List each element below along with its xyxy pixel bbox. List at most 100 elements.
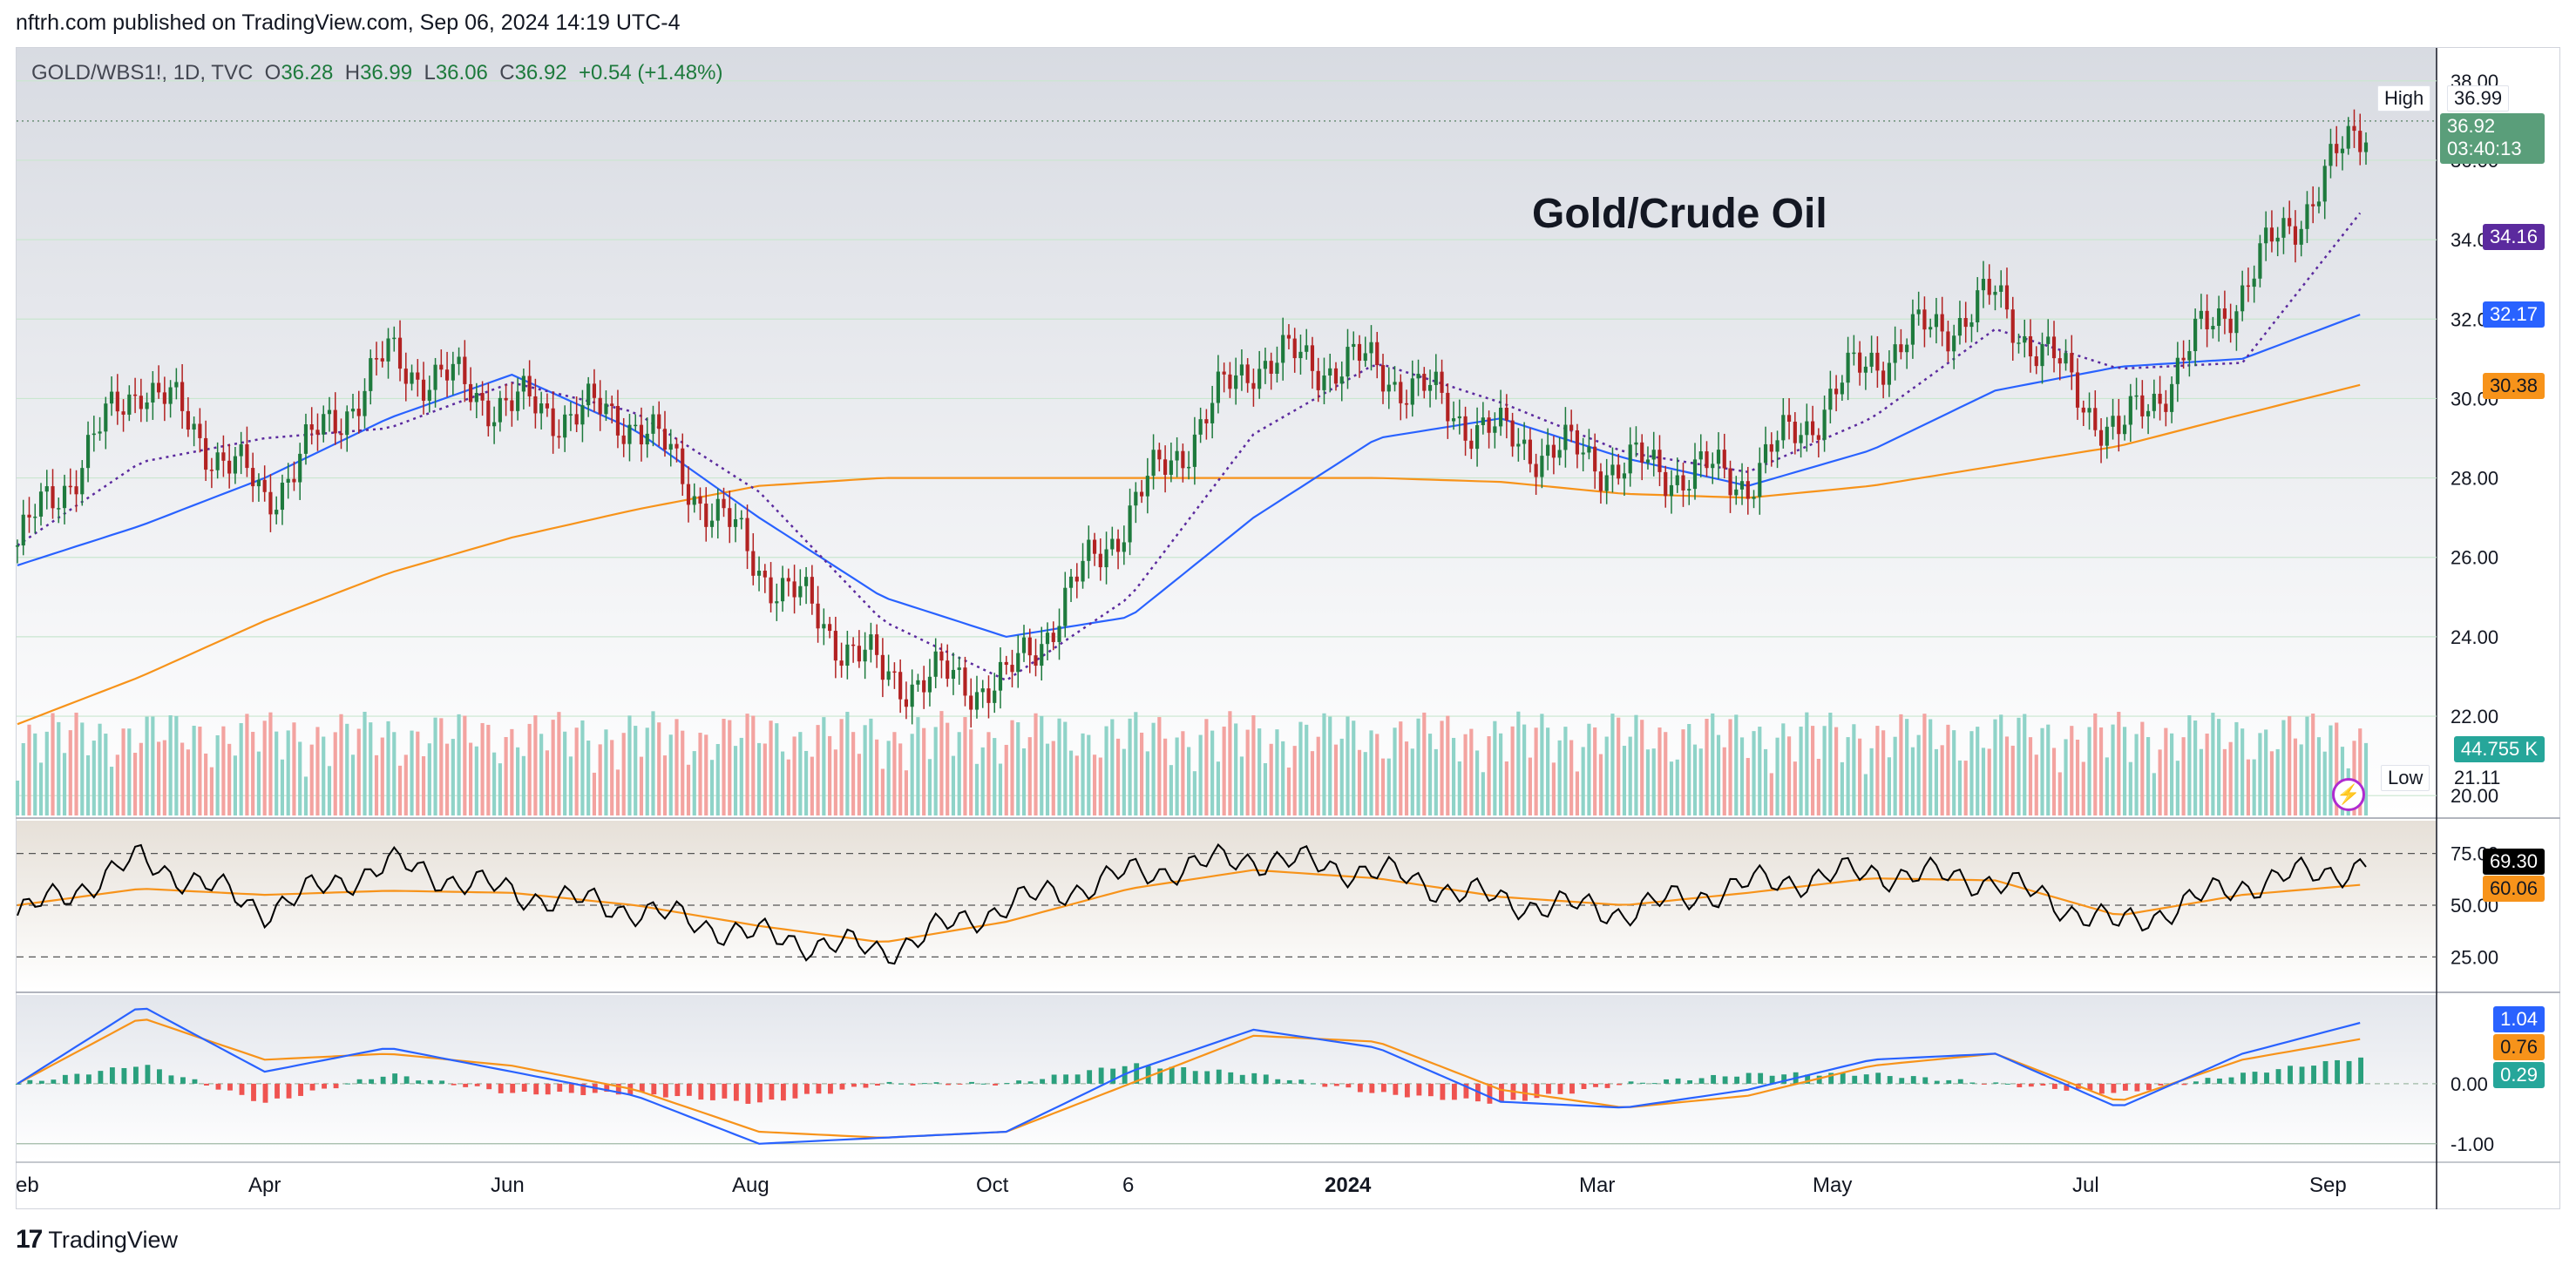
candle-body	[751, 551, 756, 576]
macd-histogram-bar	[662, 1083, 668, 1098]
macd-histogram-bar	[980, 1083, 986, 1085]
macd-histogram-bar	[486, 1083, 492, 1090]
candle-body	[2252, 278, 2256, 288]
volume-bar	[845, 712, 850, 815]
volume-bar	[580, 720, 585, 815]
volume-bar	[2240, 728, 2245, 815]
volume-bar	[1781, 723, 1786, 815]
candle-body	[2316, 201, 2322, 206]
volume-bar	[74, 712, 78, 815]
volume-bar	[2288, 716, 2292, 815]
macd-histogram-bar	[168, 1075, 174, 1084]
macd-histogram-bar	[1298, 1079, 1305, 1084]
rsi-tick-label: 25.00	[2451, 946, 2498, 968]
candle-body	[634, 424, 638, 427]
candle-body	[1422, 374, 1427, 391]
volume-bar	[1575, 771, 1580, 815]
volume-bar	[80, 722, 85, 815]
macd-tick-label: 0.00	[2451, 1073, 2488, 1095]
volume-bar	[2217, 719, 2221, 815]
candle-body	[2146, 410, 2151, 416]
macd-histogram-bar	[2064, 1083, 2070, 1091]
macd-histogram-bar	[1145, 1066, 1151, 1084]
macd-histogram-bar	[215, 1083, 221, 1090]
candle-body	[2117, 416, 2121, 435]
candle-body	[145, 402, 149, 409]
volume-bar	[421, 756, 426, 815]
volume-bar	[374, 754, 379, 815]
volume-bar	[792, 736, 797, 815]
flash-icon[interactable]: ⚡	[2332, 778, 2365, 811]
volume-bar	[639, 756, 644, 815]
volume-bar	[574, 727, 579, 815]
candle-body	[51, 486, 55, 509]
low-marker-value: 21.11	[2454, 767, 2501, 788]
macd-histogram-bar	[2311, 1066, 2316, 1084]
time-axis-label: Apr	[248, 1174, 281, 1197]
volume-bar	[127, 728, 132, 815]
volume-bar	[816, 725, 820, 815]
candle-body	[38, 491, 44, 517]
macd-histogram-bar	[568, 1083, 574, 1093]
volume-bar	[386, 721, 390, 815]
volume-bar	[1940, 745, 1944, 815]
candle-body	[2275, 237, 2280, 242]
candle-body	[1204, 419, 1209, 423]
volume-bar	[1775, 737, 1779, 815]
high-marker-label: High	[2377, 85, 2431, 112]
candle-body	[2199, 310, 2203, 319]
candle-body	[21, 514, 25, 546]
candle-body	[1957, 318, 1963, 336]
time-axis-label: May	[1813, 1174, 1852, 1197]
volume-bar	[2193, 721, 2198, 815]
volume-bar	[151, 716, 155, 815]
candle-body	[1446, 392, 1450, 422]
candle-body	[251, 468, 255, 487]
candle-body	[1352, 343, 1356, 348]
macd-histogram-bar	[851, 1083, 857, 1087]
candle-body	[980, 688, 985, 693]
candle-body	[1981, 279, 1986, 291]
volume-bar	[1040, 715, 1044, 815]
candle-body	[1187, 466, 1191, 469]
macd-histogram-bar	[369, 1079, 375, 1084]
macd-histogram-bar	[1181, 1066, 1187, 1084]
macd-histogram-bar	[910, 1083, 916, 1086]
candle-body	[309, 424, 314, 430]
candle-body	[2246, 285, 2251, 288]
volume-bar	[1422, 712, 1427, 815]
candle-body	[1705, 451, 1709, 469]
macd-histogram-bar	[2193, 1081, 2199, 1084]
volume-bar	[803, 750, 809, 815]
candle-body	[151, 382, 155, 403]
tradingview-brand[interactable]: 17 TradingView	[16, 1225, 178, 1255]
volume-bar	[1598, 754, 1603, 815]
volume-bar	[1716, 734, 1721, 815]
symbol-legend[interactable]: GOLD/WBS1!, 1D, TVC O36.28 H36.99 L36.06…	[31, 61, 722, 85]
candle-body	[993, 690, 997, 703]
candle-body	[1887, 362, 1891, 385]
volume-bar	[363, 711, 367, 815]
volume-bar	[2170, 733, 2174, 815]
volume-bar	[2081, 761, 2085, 815]
candle-body	[315, 430, 320, 435]
volume-bar	[280, 759, 285, 815]
macd-histogram-bar	[545, 1083, 551, 1095]
volume-bar	[610, 740, 614, 815]
candle-body	[1139, 491, 1144, 497]
candle-body	[1746, 481, 1750, 499]
volume-bar	[516, 747, 520, 815]
candle-body	[1110, 538, 1115, 550]
volume-bar	[1139, 732, 1144, 815]
volume-bar	[2040, 727, 2044, 815]
candle-body	[1734, 489, 1739, 496]
volume-bar	[2335, 722, 2339, 815]
rsi-tag: 69.30	[2482, 849, 2545, 875]
volume-bar	[910, 734, 914, 815]
candle-body	[662, 429, 668, 450]
volume-bar	[468, 742, 473, 815]
volume-bar	[615, 769, 620, 815]
ema-fast-tag: 34.16	[2482, 224, 2545, 250]
candle-body	[1499, 407, 1503, 427]
